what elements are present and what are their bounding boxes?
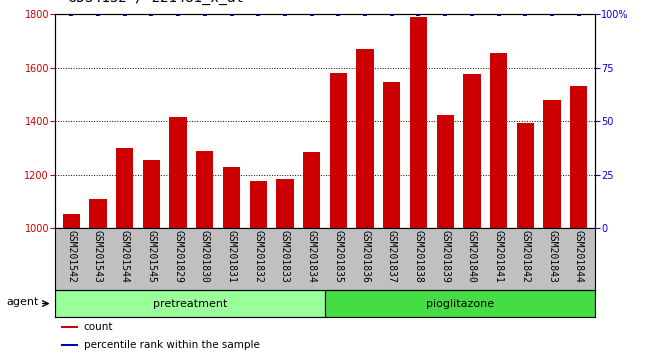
Bar (325, 290, 595, 317)
Point (173, 11, 183, 17)
Bar (62, 213, 80, 228)
Point (253, 11, 263, 17)
Bar (60, 344, 79, 346)
Text: GSM201545: GSM201545 (146, 230, 157, 283)
Point (280, 11, 290, 17)
Text: GSM201836: GSM201836 (360, 230, 370, 283)
Text: GSM201832: GSM201832 (254, 230, 263, 283)
Bar (89, 199, 107, 228)
Text: count: count (84, 322, 113, 332)
Text: GSM201835: GSM201835 (333, 230, 343, 283)
Bar (330, 73, 347, 228)
Text: GDS4132 / 221481_x_at: GDS4132 / 221481_x_at (68, 0, 244, 5)
Bar (276, 179, 294, 228)
Point (413, 11, 424, 17)
Text: GSM201829: GSM201829 (173, 230, 183, 283)
Point (573, 11, 584, 17)
Bar (570, 86, 588, 228)
Bar (517, 122, 534, 228)
Point (306, 11, 317, 17)
Point (493, 11, 504, 17)
Text: GSM201842: GSM201842 (520, 230, 530, 283)
Point (200, 11, 210, 17)
Bar (303, 152, 320, 228)
Text: agent: agent (6, 297, 39, 307)
Text: GSM201839: GSM201839 (440, 230, 450, 283)
Point (120, 11, 130, 17)
Text: GSM201837: GSM201837 (387, 230, 396, 283)
Bar (543, 100, 561, 228)
Bar (463, 74, 480, 228)
Point (226, 11, 237, 17)
Bar (60, 326, 79, 329)
Bar (55, 290, 325, 317)
Bar (143, 160, 160, 228)
Point (440, 11, 450, 17)
Bar (410, 17, 427, 228)
Text: GSM201844: GSM201844 (574, 230, 584, 283)
Text: pioglitazone: pioglitazone (426, 298, 494, 309)
Point (467, 11, 477, 17)
Text: GSM201542: GSM201542 (66, 230, 76, 283)
Text: pretreatment: pretreatment (153, 298, 228, 309)
Text: percentile rank within the sample: percentile rank within the sample (84, 340, 260, 350)
Bar (383, 82, 400, 228)
Point (360, 11, 370, 17)
Text: GSM201843: GSM201843 (547, 230, 557, 283)
Bar (356, 49, 374, 228)
Text: GSM201841: GSM201841 (493, 230, 504, 283)
Bar (223, 167, 240, 228)
Bar (437, 115, 454, 228)
Bar (170, 117, 187, 228)
Point (520, 11, 530, 17)
Point (146, 11, 157, 17)
Text: GSM201840: GSM201840 (467, 230, 477, 283)
Point (387, 11, 397, 17)
Text: GSM201543: GSM201543 (93, 230, 103, 283)
Text: GSM201544: GSM201544 (120, 230, 130, 283)
Bar (490, 53, 507, 228)
Point (333, 11, 344, 17)
Bar (196, 151, 213, 228)
Bar (250, 182, 267, 228)
Text: GSM201831: GSM201831 (226, 230, 237, 283)
Point (547, 11, 557, 17)
Text: GSM201834: GSM201834 (307, 230, 317, 283)
Point (93, 11, 103, 17)
Point (66, 11, 77, 17)
Text: GSM201830: GSM201830 (200, 230, 210, 283)
Text: GSM201833: GSM201833 (280, 230, 290, 283)
Bar (116, 148, 133, 228)
Text: GSM201838: GSM201838 (413, 230, 424, 283)
